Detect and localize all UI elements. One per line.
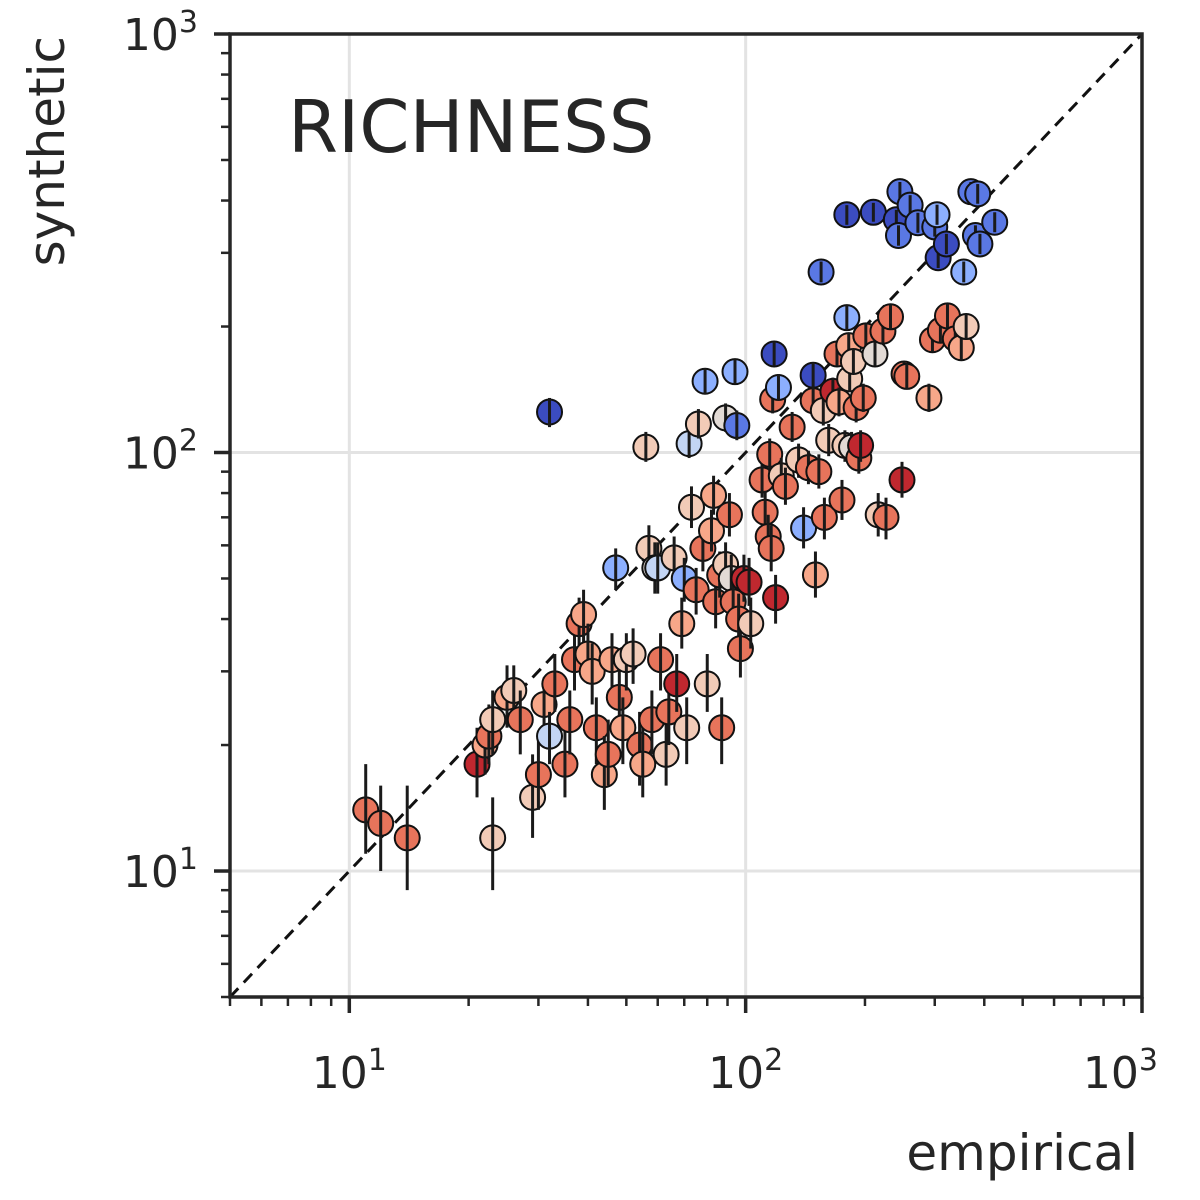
data-point xyxy=(861,340,889,368)
data-point xyxy=(721,358,749,386)
data-point xyxy=(872,497,900,540)
data-point xyxy=(805,454,833,489)
data-point xyxy=(756,438,784,472)
plot-frame xyxy=(228,32,1144,999)
data-point xyxy=(632,431,660,462)
data-point xyxy=(964,180,992,208)
data-point xyxy=(810,497,838,540)
data-points xyxy=(352,178,1009,891)
data-point xyxy=(506,690,534,755)
data-point xyxy=(536,397,564,428)
data-point xyxy=(673,697,701,765)
data-point xyxy=(966,230,994,258)
data-point xyxy=(760,340,788,368)
data-point xyxy=(556,690,584,755)
data-point xyxy=(602,548,630,590)
data-point xyxy=(700,475,728,515)
y-axis-label: synthetic xyxy=(18,36,76,266)
data-point xyxy=(697,509,725,552)
data-point xyxy=(952,313,980,341)
data-point xyxy=(524,736,552,810)
data-point xyxy=(668,597,696,649)
data-point xyxy=(888,461,916,498)
data-point xyxy=(833,201,861,229)
data-point xyxy=(807,258,835,286)
data-point xyxy=(757,525,785,572)
data-point xyxy=(715,493,743,537)
data-point xyxy=(950,258,978,286)
data-point xyxy=(778,411,806,442)
data-point xyxy=(663,654,691,712)
data-point xyxy=(764,373,792,401)
data-point xyxy=(393,785,421,891)
x-axis-label: empirical xyxy=(906,1124,1138,1182)
data-point xyxy=(790,507,818,549)
data-point xyxy=(693,654,721,712)
data-point xyxy=(536,711,564,765)
x-tick-label: 102 xyxy=(708,1043,783,1099)
data-point xyxy=(771,467,799,505)
data-point xyxy=(541,654,569,712)
data-point xyxy=(708,697,736,765)
data-point xyxy=(652,719,680,786)
data-point xyxy=(762,574,790,624)
y-tick-label: 103 xyxy=(123,5,198,61)
data-point xyxy=(859,198,887,226)
data-point xyxy=(915,383,943,412)
data-point xyxy=(923,201,951,229)
data-point xyxy=(551,727,579,798)
data-point xyxy=(981,208,1009,236)
data-point xyxy=(684,409,712,439)
data-point xyxy=(737,597,765,649)
x-tick-label: 101 xyxy=(312,1043,387,1099)
data-point xyxy=(479,690,507,755)
y-tick-label: 101 xyxy=(123,842,198,898)
data-point xyxy=(884,222,912,250)
data-point xyxy=(833,304,861,332)
data-point xyxy=(647,633,675,691)
data-point xyxy=(735,557,763,606)
data-point xyxy=(893,362,921,390)
data-point xyxy=(609,697,637,765)
tick-labels: 101 102 103 101 102 103 xyxy=(123,5,1158,1099)
data-point xyxy=(578,643,606,705)
data-point xyxy=(619,628,647,684)
x-tick-label: 103 xyxy=(1083,1043,1158,1099)
data-point xyxy=(479,797,507,891)
axis-ticks xyxy=(214,32,1144,1013)
data-point xyxy=(691,367,719,395)
data-point xyxy=(677,486,705,529)
data-point xyxy=(682,567,710,615)
data-point xyxy=(877,303,905,331)
data-point xyxy=(629,727,657,798)
data-point xyxy=(367,785,395,872)
data-point xyxy=(801,551,829,598)
data-point xyxy=(723,410,751,441)
data-point xyxy=(570,589,598,644)
data-point xyxy=(352,764,380,854)
y-tick-label: 102 xyxy=(123,424,198,480)
data-point xyxy=(847,430,875,462)
data-point xyxy=(594,719,622,786)
data-point xyxy=(828,479,856,520)
data-point xyxy=(932,230,960,258)
chart-title: RICHNESS xyxy=(288,85,654,169)
data-point xyxy=(849,383,877,412)
